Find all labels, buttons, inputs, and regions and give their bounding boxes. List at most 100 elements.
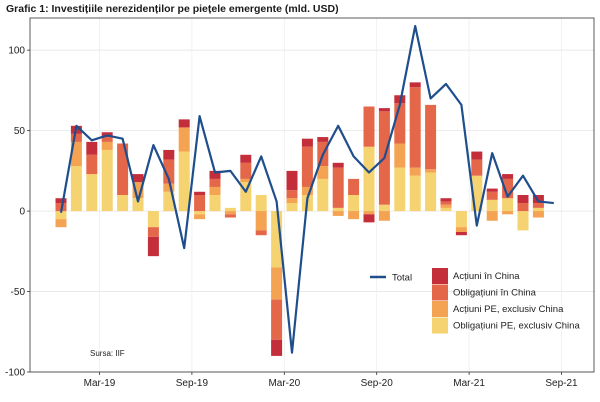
x-tick-label: Mar-20 [268,378,300,389]
bar-segment [517,203,529,212]
bar-segment [55,219,67,228]
bar-segment [363,211,375,215]
bar-segment [532,195,544,204]
bar-segment [502,198,514,212]
bar-segment [55,211,67,220]
legend-label: Acțiuni PE, exclusiv China [453,304,564,315]
chart-title: Grafic 1: Investițiile nerezidenților pe… [6,3,339,15]
bar-segment [271,211,283,268]
x-tick-label: Mar-19 [84,378,116,389]
bar-segment [240,182,252,212]
bar-segment [425,169,437,173]
bar-segment [332,207,344,212]
bar-segment [163,149,175,160]
source-label: Sursa: IIF [90,349,125,358]
bar-segment [178,119,190,128]
legend-label: Obligațiuni în China [453,288,537,299]
bar-segment [394,167,406,212]
bar-segment [101,137,113,142]
y-tick-label: -100 [5,368,25,379]
bar-segment [317,166,329,179]
bar-segment [132,174,144,183]
bar-segment [378,204,390,212]
bar-segment [409,82,421,88]
bar-segment [378,211,390,221]
bar-segment [209,195,221,212]
bar-segment [409,167,421,176]
bar-segment [70,133,82,142]
bar-segment [440,201,452,205]
legend-swatch [432,268,448,284]
bar-segment [117,143,129,195]
bar-segment [332,211,344,216]
bar-segment [348,195,360,212]
bar-segment [194,195,206,212]
bar-segment [117,195,129,212]
bar-segment [378,108,390,112]
bar-segment [455,232,467,236]
bar-segment [517,211,529,231]
bar-segment [502,211,514,215]
bar-segment [224,207,236,212]
bar-segment [301,138,313,147]
legend-swatch [432,301,448,317]
y-tick-label: 50 [14,126,26,137]
x-tick-label: Sep-21 [545,378,578,389]
bar-segment [147,211,159,228]
bar-segment [194,211,206,215]
bar-segment [471,159,483,176]
bar-segment [132,198,144,212]
bar-segment [101,149,113,212]
bar-segment [532,203,544,208]
bar-segment [240,162,252,179]
bar-segment [255,211,267,231]
bar-segment [271,299,283,340]
bar-segment [332,162,344,168]
bar-segment [224,211,236,215]
bar-segment [425,172,437,212]
bar-segment [317,178,329,212]
bar-segment [363,146,375,212]
bar-segment [394,103,406,144]
bar-segment [194,214,206,220]
bar-segment [486,211,498,221]
bar-segment [317,137,329,142]
bar-segment [440,204,452,208]
legend-total-label: Total [392,273,412,284]
bar-segment [471,151,483,160]
bar-segment [455,227,467,233]
bar-segment [502,174,514,179]
bar-segment [301,146,313,187]
bar-segment [70,141,82,167]
bar-segment [86,174,98,212]
bar-segment [348,178,360,195]
total-line-layer [59,24,554,354]
bar-segment [101,141,113,150]
legend-label: Acțiuni în China [453,271,520,282]
legend: Total Acțiuni în China Obligațiuni în Chin… [370,268,580,334]
bar-segment [532,211,544,218]
bar-segment [286,198,298,204]
bar-segment [455,211,467,228]
bar-segment [286,190,298,199]
bar-segment [532,207,544,212]
axes: -100 -50 0 50 100 Mar-19 Sep-19 Mar-20 Sep-20 Mar… [5,17,595,389]
bar-segment [240,178,252,183]
bar-segment [301,186,313,195]
bar-segment [363,214,375,223]
bar-segment [163,191,175,212]
bar-segment [363,106,375,147]
bar-segment [471,175,483,212]
bar-segment [486,199,498,212]
bar-segment [486,188,498,192]
bar-segment [255,195,267,212]
bar-segment [178,151,190,212]
y-tick-label: -50 [11,287,26,298]
bar-segment [440,198,452,202]
bar-segment [486,191,498,200]
bar-segment [240,154,252,163]
x-tick-label: Sep-20 [361,378,394,389]
bar-segment [348,211,360,220]
bar-segment [409,175,421,212]
bar-segment [517,195,529,204]
